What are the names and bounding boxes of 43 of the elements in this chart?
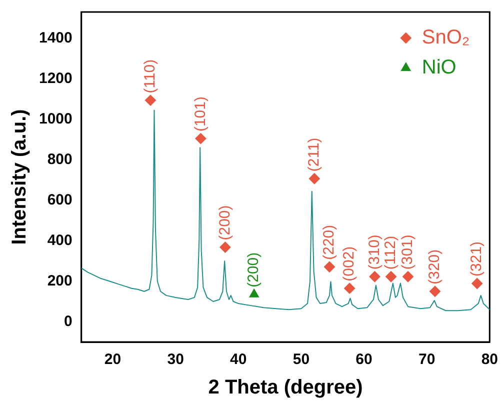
annotation: (320) xyxy=(426,249,444,284)
x-tick-label: 60 xyxy=(356,351,372,368)
point xyxy=(472,278,483,289)
y-tick-label: 1000 xyxy=(38,110,72,128)
annotation: (110) xyxy=(142,59,159,94)
x-tick-label: 30 xyxy=(167,351,184,368)
annotation: (220) xyxy=(320,224,338,260)
annotation: (211) xyxy=(306,138,323,172)
legend-label: NiO xyxy=(422,56,456,79)
point xyxy=(220,242,231,253)
annotation: (002) xyxy=(340,246,358,282)
y-tick-label: 1200 xyxy=(38,70,72,87)
x-tick-label: 40 xyxy=(230,351,247,368)
x-tick-label: 20 xyxy=(104,351,122,368)
x-axis-title: 2 Theta (degree) xyxy=(208,376,363,399)
legend-label: SnO₂ xyxy=(422,26,470,49)
x-tick-label: 50 xyxy=(292,351,310,368)
point xyxy=(308,173,320,184)
point xyxy=(402,271,414,282)
y-tick-label: 600 xyxy=(47,191,72,208)
point xyxy=(430,286,441,297)
annotation: (112) xyxy=(382,236,400,270)
x-tick-label: 70 xyxy=(418,351,436,368)
y-tick-label: 800 xyxy=(47,150,72,168)
point xyxy=(386,271,397,282)
y-tick-label: 200 xyxy=(47,272,72,290)
point xyxy=(144,94,156,106)
point xyxy=(369,271,380,282)
point xyxy=(324,261,335,272)
annotation: (101) xyxy=(192,96,209,132)
annotation: (310) xyxy=(366,234,383,270)
annotation: (200) xyxy=(216,205,234,240)
y-axis-title: Intensity (a.u.) xyxy=(8,109,31,245)
annotation: (321) xyxy=(468,241,486,276)
y-tick-label: 0 xyxy=(64,312,72,330)
point xyxy=(249,288,259,298)
point xyxy=(195,133,206,144)
annotation: (301) xyxy=(399,234,416,270)
annotation: (200) xyxy=(245,252,262,288)
point xyxy=(344,282,356,294)
y-tick-label: 1400 xyxy=(38,29,72,46)
x-tick-label: 80 xyxy=(481,351,498,368)
y-tick-label: 400 xyxy=(47,232,72,249)
